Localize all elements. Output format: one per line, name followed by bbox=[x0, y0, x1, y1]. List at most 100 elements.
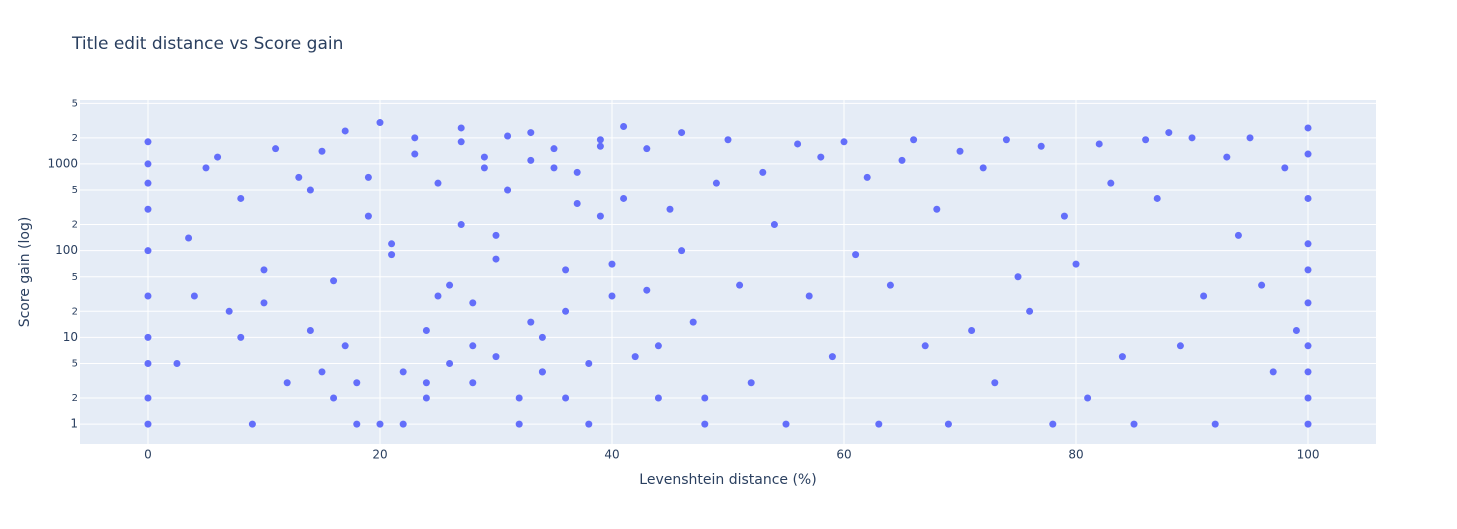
point bbox=[968, 327, 976, 335]
point bbox=[1246, 134, 1254, 142]
point bbox=[550, 164, 558, 172]
point bbox=[1223, 153, 1231, 161]
point bbox=[306, 327, 314, 335]
point bbox=[411, 150, 419, 158]
point bbox=[353, 379, 361, 387]
point bbox=[144, 160, 152, 168]
point bbox=[388, 251, 396, 259]
x-tick-label: 60 bbox=[836, 448, 851, 462]
point bbox=[1304, 240, 1312, 248]
point bbox=[944, 420, 952, 428]
point bbox=[701, 420, 709, 428]
point bbox=[654, 394, 662, 402]
point bbox=[1060, 212, 1068, 220]
point bbox=[573, 199, 581, 207]
point bbox=[411, 134, 419, 142]
point bbox=[364, 173, 372, 181]
point bbox=[260, 266, 268, 274]
point bbox=[596, 212, 604, 220]
point bbox=[144, 420, 152, 428]
point bbox=[225, 307, 233, 315]
y-tick-label: 5 bbox=[72, 185, 78, 196]
point bbox=[1118, 353, 1126, 361]
point bbox=[144, 360, 152, 368]
point bbox=[1002, 136, 1010, 144]
point bbox=[248, 420, 256, 428]
point bbox=[399, 420, 407, 428]
point bbox=[434, 179, 442, 187]
y-axis-title: Score gain (log) bbox=[17, 217, 33, 328]
point bbox=[1188, 134, 1196, 142]
point bbox=[770, 221, 778, 229]
point bbox=[1304, 299, 1312, 307]
x-tick-label: 40 bbox=[604, 448, 619, 462]
point bbox=[1142, 136, 1150, 144]
point bbox=[886, 281, 894, 289]
point bbox=[898, 156, 906, 164]
y-tick-label: 100 bbox=[55, 243, 78, 257]
point bbox=[1292, 327, 1300, 335]
point bbox=[550, 145, 558, 153]
point bbox=[515, 420, 523, 428]
point bbox=[527, 318, 535, 326]
point bbox=[446, 360, 454, 368]
point bbox=[654, 342, 662, 350]
point bbox=[504, 186, 512, 194]
point bbox=[1084, 394, 1092, 402]
point bbox=[492, 255, 500, 263]
y-tick-label: 2 bbox=[72, 393, 78, 404]
point bbox=[608, 260, 616, 268]
point bbox=[643, 145, 651, 153]
point bbox=[173, 360, 181, 368]
point bbox=[1107, 179, 1115, 187]
x-tick-label: 20 bbox=[372, 448, 387, 462]
x-tick-label: 0 bbox=[144, 448, 152, 462]
x-tick-label: 80 bbox=[1068, 448, 1083, 462]
point bbox=[504, 132, 512, 140]
point bbox=[272, 145, 280, 153]
point bbox=[562, 394, 570, 402]
point bbox=[295, 173, 303, 181]
point bbox=[1304, 194, 1312, 202]
y-tick-label: 1000 bbox=[47, 156, 78, 170]
y-tick-label: 10 bbox=[63, 330, 78, 344]
point bbox=[527, 129, 535, 137]
point bbox=[422, 327, 430, 335]
point bbox=[318, 147, 326, 155]
point bbox=[185, 234, 193, 242]
point bbox=[492, 231, 500, 239]
point bbox=[492, 353, 500, 361]
point bbox=[712, 179, 720, 187]
point bbox=[620, 123, 628, 131]
point bbox=[1037, 142, 1045, 150]
point bbox=[1049, 420, 1057, 428]
point bbox=[631, 353, 639, 361]
y-tick-label: 1 bbox=[70, 417, 78, 431]
point bbox=[1258, 281, 1266, 289]
point bbox=[1304, 368, 1312, 376]
point bbox=[457, 138, 465, 146]
point bbox=[585, 420, 593, 428]
point bbox=[457, 221, 465, 229]
point bbox=[341, 127, 349, 135]
point bbox=[480, 153, 488, 161]
point bbox=[678, 247, 686, 255]
point bbox=[921, 342, 929, 350]
point bbox=[1234, 231, 1242, 239]
point bbox=[457, 124, 465, 132]
point bbox=[237, 333, 245, 341]
point bbox=[1211, 420, 1219, 428]
y-tick-label: 5 bbox=[72, 359, 78, 370]
point bbox=[782, 420, 790, 428]
point bbox=[956, 147, 964, 155]
point bbox=[1176, 342, 1184, 350]
point bbox=[1281, 164, 1289, 172]
point bbox=[805, 292, 813, 300]
point bbox=[1072, 260, 1080, 268]
x-axis-title: Levenshtein distance (%) bbox=[639, 472, 816, 488]
point bbox=[910, 136, 918, 144]
point bbox=[608, 292, 616, 300]
point bbox=[469, 342, 477, 350]
point bbox=[283, 379, 291, 387]
